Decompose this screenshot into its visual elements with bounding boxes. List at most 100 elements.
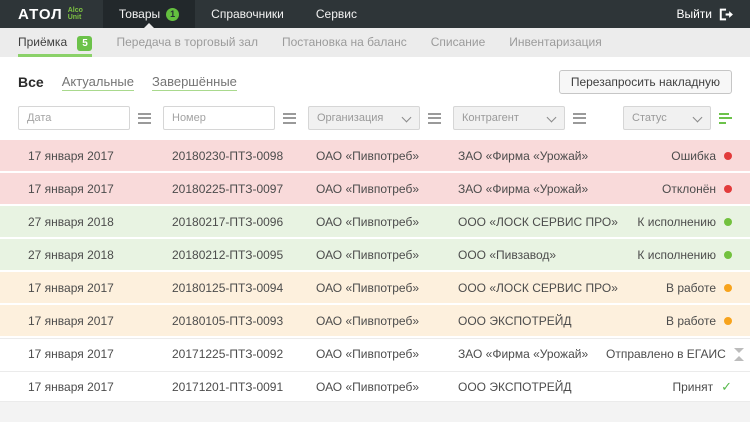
tab-put-on-balance[interactable]: Постановка на баланс <box>282 28 407 57</box>
cell-contragent: ООО «ЛОСК СЕРВИС ПРО» <box>458 214 618 229</box>
cell-contragent: ООО ЭКСПОТРЕЙД <box>458 313 572 328</box>
green-dot-icon <box>724 217 732 226</box>
cell-contragent: ЗАО «Фирма «Урожай» <box>458 148 589 163</box>
column-filters: Организация Контрагент Статус <box>0 103 750 140</box>
table-row[interactable]: 17 января 2017 20171225-ПТЗ-0092 ОАО «Пи… <box>0 338 750 369</box>
number-filter-menu-icon[interactable] <box>283 112 296 124</box>
table-row[interactable]: 17 января 2017 20180105-ПТЗ-0093 ОАО «Пи… <box>0 305 750 336</box>
status-label: Ошибка <box>671 148 716 163</box>
requery-invoice-button[interactable]: Перезапросить накладную <box>558 70 732 94</box>
number-filter-group <box>163 106 296 130</box>
cell-contragent: ЗАО «Фирма «Урожай» <box>458 181 589 196</box>
tab-writeoff[interactable]: Списание <box>431 28 486 57</box>
status-label: Принят <box>672 379 714 394</box>
cell-contragent: ООО «ЛОСК СЕРВИС ПРО» <box>458 280 618 295</box>
cell-number: 20171201-ПТЗ-0091 <box>172 379 284 394</box>
main-menu: Товары 1 Справочники Сервис <box>102 0 373 28</box>
hourglass-icon <box>733 347 745 361</box>
cell-contragent: ЗАО «Фирма «Урожай» <box>458 347 589 361</box>
cell-status: В работе <box>606 281 732 295</box>
cell-date: 17 января 2017 <box>28 313 114 328</box>
cell-status: К исполнению <box>606 215 732 229</box>
date-filter-menu-icon[interactable] <box>138 112 151 124</box>
table-row[interactable]: 17 января 2017 20180225-ПТЗ-0097 ОАО «Пи… <box>0 173 750 204</box>
view-tab-all[interactable]: Все <box>18 74 44 90</box>
tab-inventory[interactable]: Инвентаризация <box>509 28 601 57</box>
tab-priemka[interactable]: Приёмка 5 <box>18 28 93 57</box>
atol-logo: АТОЛ Alco Unit <box>18 6 83 23</box>
menu-item-directories[interactable]: Справочники <box>195 0 300 28</box>
cell-date: 27 января 2018 <box>28 247 114 262</box>
main-content: Все Актуальные Завершённые Перезапросить… <box>0 57 750 402</box>
tab-label: Приёмка <box>18 35 68 49</box>
table-row[interactable]: 27 января 2018 20180217-ПТЗ-0096 ОАО «Пи… <box>0 206 750 237</box>
notification-badge: 1 <box>166 7 180 21</box>
status-filter-label: Статус <box>632 112 667 124</box>
view-tab-completed[interactable]: Завершённые <box>152 73 237 91</box>
cell-number: 20180217-ПТЗ-0096 <box>172 214 284 229</box>
cell-number: 20180225-ПТЗ-0097 <box>172 181 284 196</box>
cell-organization: ОАО «Пивпотреб» <box>316 247 420 262</box>
table-row[interactable]: 27 января 2018 20180212-ПТЗ-0095 ОАО «Пи… <box>0 239 750 270</box>
orange-dot-icon <box>724 283 732 292</box>
table-row[interactable]: 17 января 2017 20171201-ПТЗ-0091 ОАО «Пи… <box>0 371 750 402</box>
cell-contragent: ООО ЭКСПОТРЕЙД <box>458 379 572 394</box>
organization-filter-label: Организация <box>317 112 384 124</box>
cell-organization: ОАО «Пивпотреб» <box>316 214 420 229</box>
cell-status: Ошибка <box>606 149 732 163</box>
logout-button[interactable]: Выйти <box>660 0 750 28</box>
status-label: В работе <box>665 313 716 328</box>
cell-number: 20171225-ПТЗ-0092 <box>172 347 284 361</box>
view-filter-bar: Все Актуальные Завершённые Перезапросить… <box>0 57 750 103</box>
section-tabbar: Приёмка 5 Передача в торговый зал Постан… <box>0 28 750 57</box>
footer <box>0 404 750 422</box>
logo-brand: АТОЛ <box>18 5 63 23</box>
number-filter-input[interactable] <box>163 106 275 130</box>
status-label: Отклонён <box>662 181 716 196</box>
menu-item-goods[interactable]: Товары 1 <box>102 0 196 28</box>
table-row[interactable]: 17 января 2017 20180125-ПТЗ-0094 ОАО «Пи… <box>0 272 750 303</box>
cell-status: Отклонён <box>606 182 732 196</box>
date-filter-group <box>18 106 151 130</box>
orange-dot-icon <box>724 316 732 325</box>
cell-contragent: ООО «Пивзавод» <box>458 247 557 262</box>
red-dot-icon <box>724 151 732 160</box>
check-icon: ✓ <box>721 379 732 394</box>
view-tab-actual[interactable]: Актуальные <box>61 73 134 91</box>
organization-filter-menu-icon[interactable] <box>428 112 441 124</box>
status-label: Отправлено в ЕГАИС <box>606 347 726 361</box>
cell-number: 20180230-ПТЗ-0098 <box>172 148 284 163</box>
status-filter-group: Статус <box>623 106 732 130</box>
cell-number: 20180105-ПТЗ-0093 <box>172 313 284 328</box>
contragent-filter-group: Контрагент <box>453 106 586 130</box>
tab-label: Передача в торговый зал <box>116 35 258 49</box>
cell-date: 17 января 2017 <box>28 280 114 295</box>
organization-filter-select[interactable]: Организация <box>308 106 420 130</box>
cell-date: 17 января 2017 <box>28 181 114 196</box>
status-filter-select[interactable]: Статус <box>623 106 711 130</box>
contragent-filter-label: Контрагент <box>462 112 519 124</box>
green-dot-icon <box>724 250 732 259</box>
menu-item-label: Сервис <box>315 7 357 21</box>
date-filter-input[interactable] <box>18 106 130 130</box>
cell-organization: ОАО «Пивпотреб» <box>316 347 420 361</box>
menu-item-label: Товары <box>118 7 161 21</box>
cell-organization: ОАО «Пивпотреб» <box>316 379 420 394</box>
tab-transfer-to-salesroom[interactable]: Передача в торговый зал <box>116 28 257 57</box>
contragent-filter-menu-icon[interactable] <box>573 112 586 124</box>
red-dot-icon <box>724 184 732 193</box>
status-label: К исполнению <box>637 247 716 262</box>
cell-status: В работе <box>606 314 732 328</box>
invoice-table: 17 января 2017 20180230-ПТЗ-0098 ОАО «Пи… <box>0 140 750 402</box>
menu-item-service[interactable]: Сервис <box>300 0 373 28</box>
cell-organization: ОАО «Пивпотреб» <box>316 313 420 328</box>
table-row[interactable]: 17 января 2017 20180230-ПТЗ-0098 ОАО «Пи… <box>0 140 750 171</box>
logout-label: Выйти <box>676 7 712 21</box>
menu-item-label: Справочники <box>211 7 284 21</box>
cell-status: Отправлено в ЕГАИС <box>606 347 745 361</box>
status-filter-active-icon[interactable] <box>719 112 732 124</box>
contragent-filter-select[interactable]: Контрагент <box>453 106 565 130</box>
logo-product-name: Alco Unit <box>67 6 83 22</box>
tab-label: Инвентаризация <box>509 35 602 49</box>
cell-organization: ОАО «Пивпотреб» <box>316 181 420 196</box>
